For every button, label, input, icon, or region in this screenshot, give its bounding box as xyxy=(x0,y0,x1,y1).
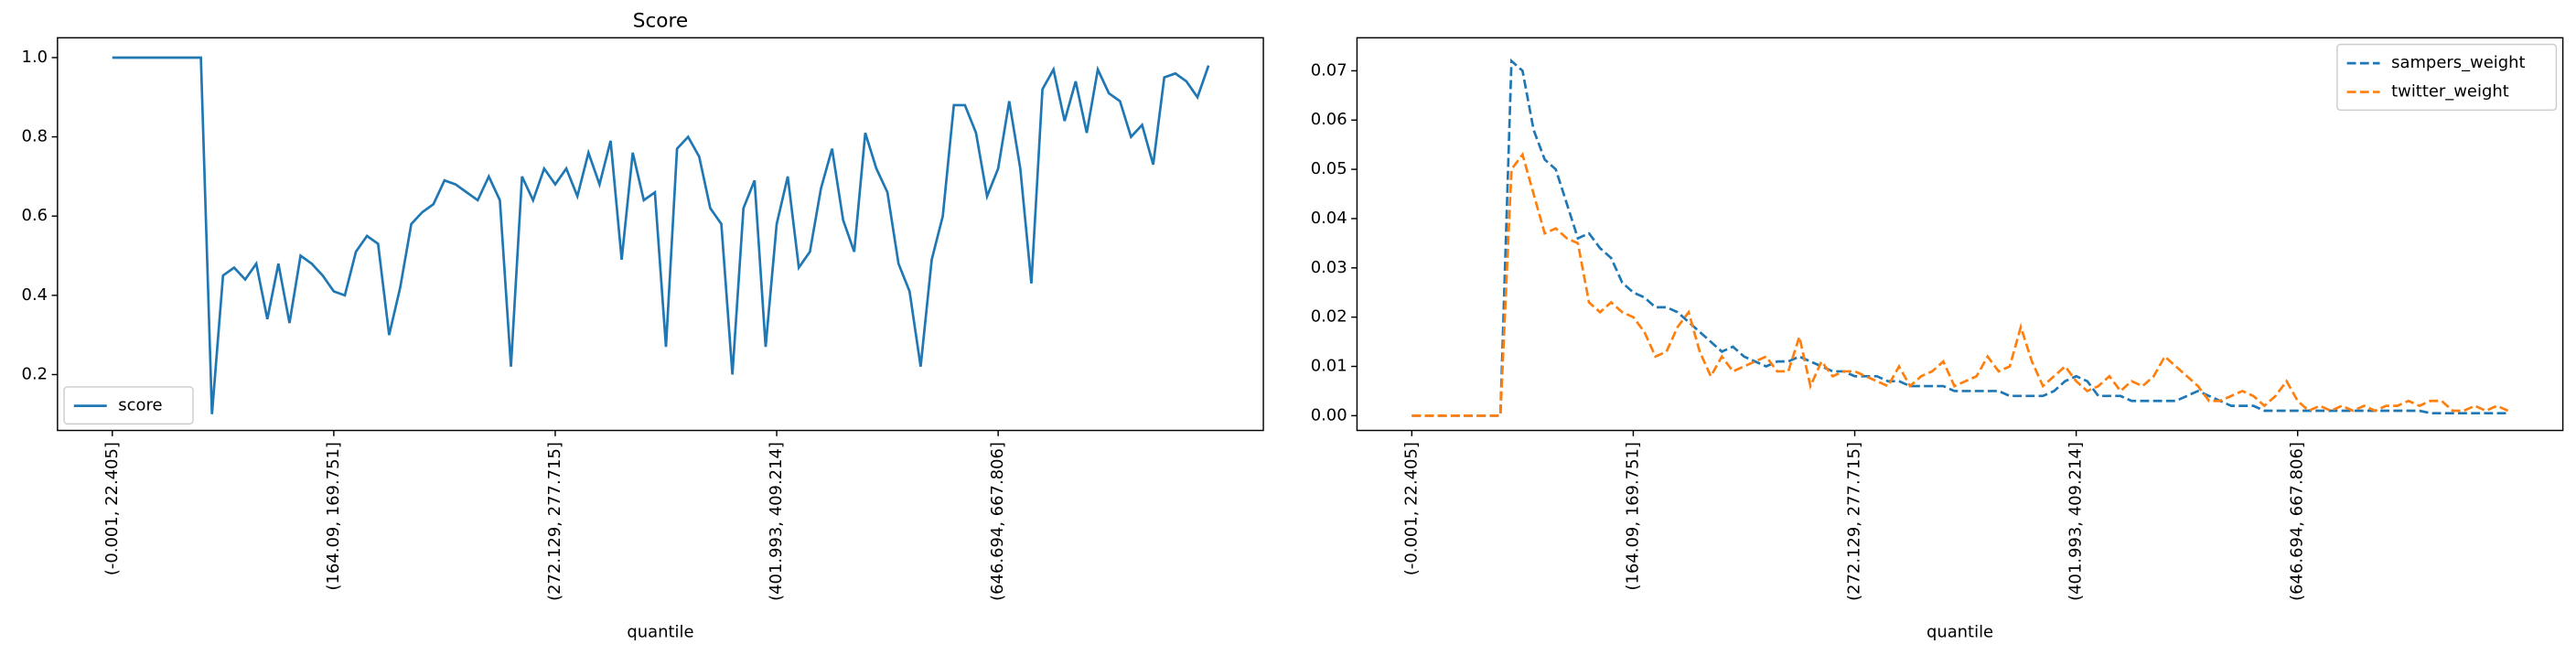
y-tick-label: 0.8 xyxy=(22,127,48,146)
y-tick-label: 1.0 xyxy=(22,48,48,67)
y-tick-label: 0.04 xyxy=(1311,209,1347,228)
y-tick-label: 0.6 xyxy=(22,206,48,225)
y-tick-label: 0.02 xyxy=(1311,307,1347,327)
x-tick-label: (646.694, 667.806] xyxy=(2288,442,2307,601)
y-tick-label: 0.2 xyxy=(22,364,48,383)
legend-box xyxy=(2336,43,2558,112)
y-tick-label: 0.00 xyxy=(1311,405,1347,424)
chart-title: Score xyxy=(633,9,688,32)
x-axis-label: quantile xyxy=(1927,622,1993,641)
legend-label: sampers_weight xyxy=(2391,53,2525,72)
legend-label: twitter_weight xyxy=(2391,82,2509,102)
legend-box xyxy=(63,386,194,425)
axes: 0.00 0.01 0.02 0.03 0.04 0.05 0.06 0.07 (-0.001,… xyxy=(1311,37,2564,641)
x-tick-label: (646.694, 667.806] xyxy=(988,442,1007,601)
axes-frame xyxy=(1356,37,2564,432)
y-tick-label: 0.03 xyxy=(1311,258,1347,277)
legend-label: score xyxy=(118,396,162,415)
x-tick-label: (272.129, 277.715] xyxy=(545,442,564,601)
x-tick-label: (164.09, 169.751] xyxy=(324,442,343,590)
x-tick-label: (401.993, 409.214] xyxy=(767,442,786,601)
x-tick-label: (401.993, 409.214] xyxy=(2066,442,2086,601)
x-axis-label: quantile xyxy=(627,622,693,641)
x-tick-label: (-0.001, 22.405] xyxy=(1401,442,1421,575)
series-line xyxy=(112,56,1210,414)
y-tick-label: 0.05 xyxy=(1311,159,1347,178)
axes-frame xyxy=(57,37,1264,432)
y-tick-label: 0.01 xyxy=(1311,357,1347,376)
y-tick-label: 0.06 xyxy=(1311,110,1347,129)
x-tick-label: (-0.001, 22.405] xyxy=(102,442,122,575)
y-tick-label: 0.07 xyxy=(1311,60,1347,80)
series-line xyxy=(1411,151,2509,417)
y-tick-label: 0.4 xyxy=(22,285,48,305)
x-tick-label: (272.129, 277.715] xyxy=(1845,442,1864,601)
series-line xyxy=(1411,58,2508,417)
x-tick-label: (164.09, 169.751] xyxy=(1623,442,1642,590)
axes: Score 0.2 0.4 0.6 0.8 1.0 (-0.001, 22.405] (164… xyxy=(22,9,1264,641)
